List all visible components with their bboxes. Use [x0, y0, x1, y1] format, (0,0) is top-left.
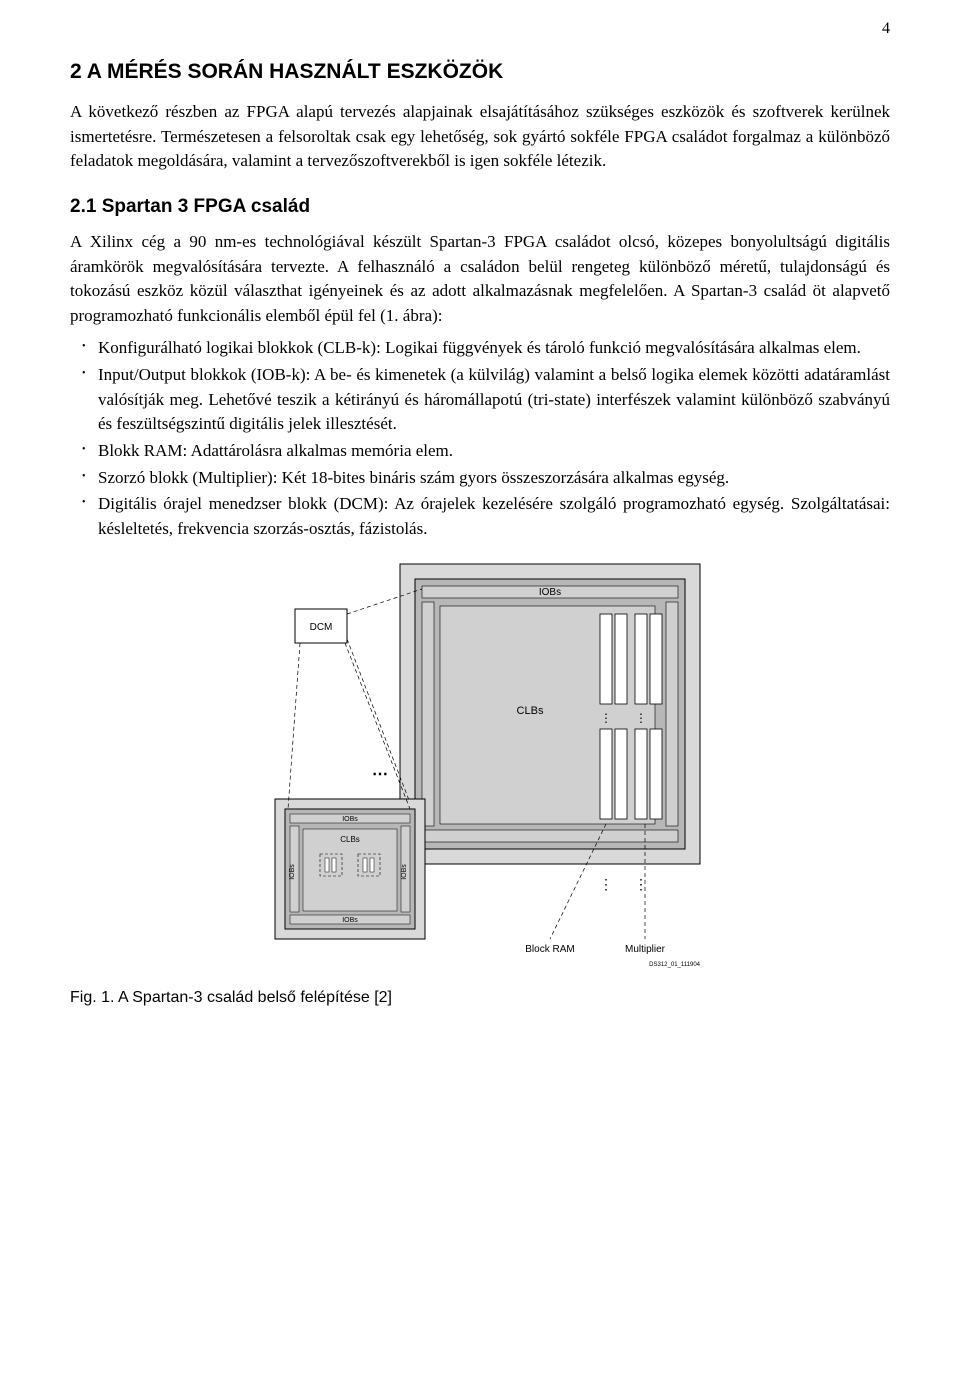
list-item: Szorzó blokk (Multiplier): Két 18-bites … [70, 466, 890, 491]
fpga-block-diagram: IOBs CLBs ⋮ ⋮ ⋮ ⋮ [250, 554, 710, 974]
list-item: Input/Output blokkok (IOB-k): A be- és k… [70, 363, 890, 437]
label-dcm: DCM [310, 622, 333, 633]
figure-container: IOBs CLBs ⋮ ⋮ ⋮ ⋮ [70, 554, 890, 979]
vdots-icon: ⋮ [634, 876, 648, 892]
label-iobs-top: IOBs [539, 587, 561, 598]
bullet-list: Konfigurálható logikai blokkok (CLB-k): … [70, 336, 890, 541]
vdots-icon: ⋮ [599, 876, 613, 892]
small-die: IOBs IOBs IOBs IOBs CLBs [275, 799, 425, 939]
vdots-icon: ⋮ [600, 711, 612, 725]
hdots-icon: ⋯ [372, 766, 388, 783]
section-title: 2 A MÉRÉS SORÁN HASZNÁLT ESZKÖZÖK [70, 60, 890, 84]
label-multiplier: Multiplier [625, 944, 666, 955]
list-item: Konfigurálható logikai blokkok (CLB-k): … [70, 336, 890, 361]
label-iobs-small-left: IOBs [289, 863, 296, 879]
dcm-block: DCM [295, 609, 347, 643]
page-number: 4 [882, 20, 890, 38]
vdots-icon: ⋮ [635, 711, 647, 725]
list-item: Blokk RAM: Adattárolásra alkalmas memóri… [70, 439, 890, 464]
page: 4 2 A MÉRÉS SORÁN HASZNÁLT ESZKÖZÖK A kö… [0, 0, 960, 1374]
label-iobs-small-right: IOBs [401, 863, 408, 879]
label-iobs-small-bottom: IOBs [342, 917, 358, 924]
figure-caption: Fig. 1. A Spartan-3 család belső felépít… [70, 989, 890, 1007]
label-block-ram: Block RAM [525, 944, 574, 955]
large-die: IOBs CLBs ⋮ ⋮ [400, 564, 700, 864]
label-clbs-large: CLBs [517, 705, 544, 717]
list-item: Digitális órajel menedzser blokk (DCM): … [70, 492, 890, 541]
section-intro-paragraph: A következő részben az FPGA alapú tervez… [70, 100, 890, 174]
figure-refcode: DS312_01_111904 [649, 962, 700, 968]
subsection-paragraph-1: A Xilinx cég a 90 nm-es technológiával k… [70, 230, 890, 329]
label-iobs-small-top: IOBs [342, 816, 358, 823]
label-clbs-small: CLBs [340, 835, 360, 844]
subsection-title: 2.1 Spartan 3 FPGA család [70, 196, 890, 218]
